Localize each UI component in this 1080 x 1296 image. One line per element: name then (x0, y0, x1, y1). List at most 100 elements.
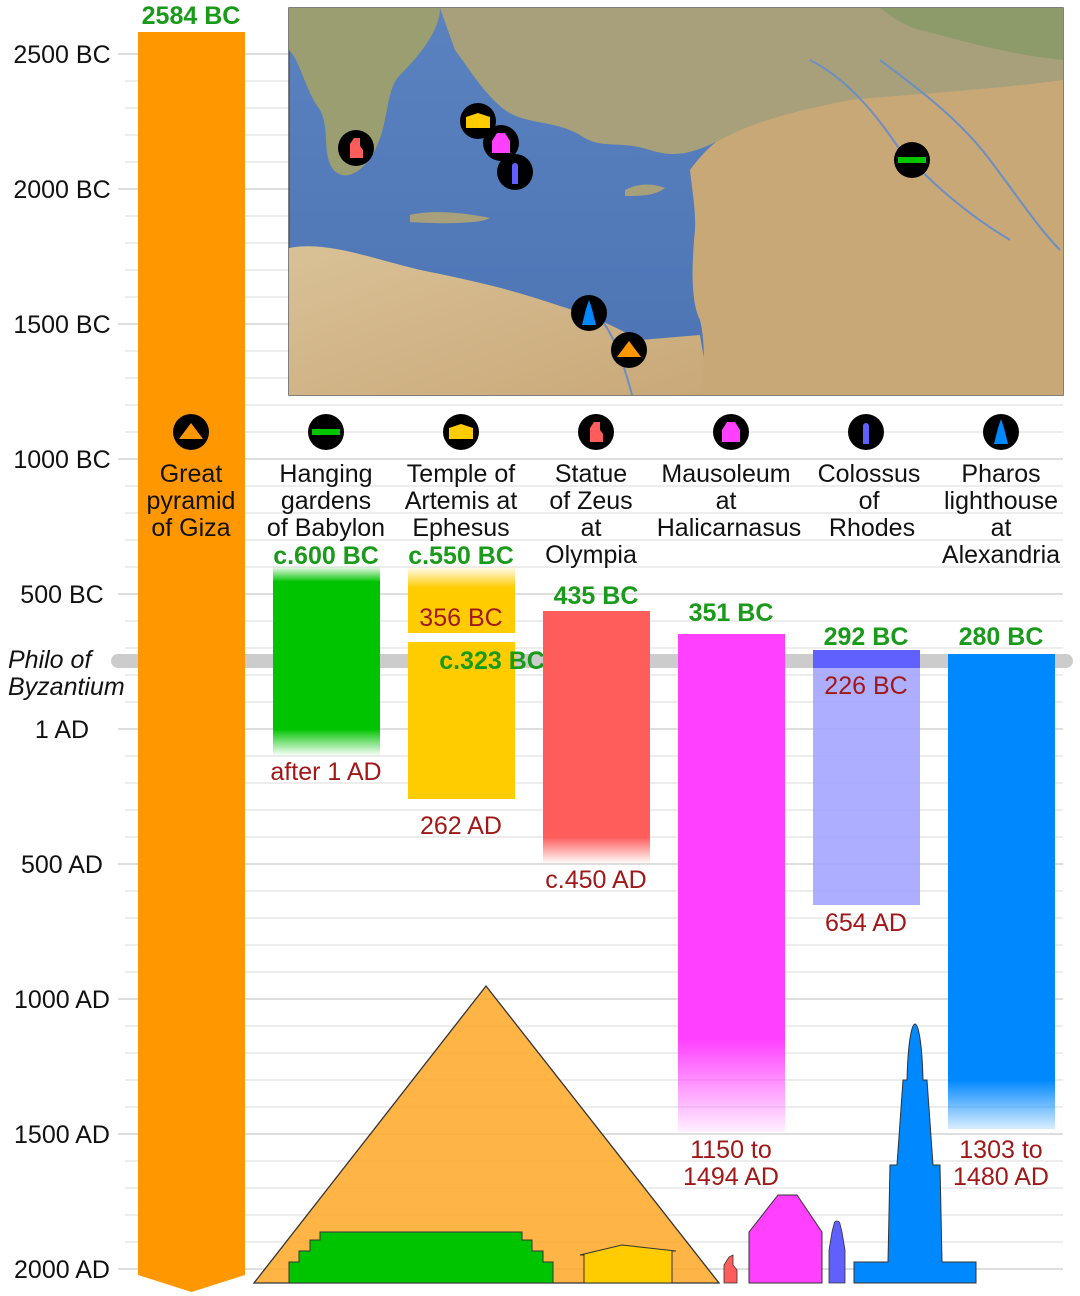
wonder-mausoleum: 351 BC 1150 to 1494 AD (678, 599, 785, 1191)
axis-label-1000ad: 1000 AD (14, 986, 110, 1014)
philo-label-line2: Byzantium (8, 673, 125, 701)
axis-label-2000bc: 2000 BC (13, 176, 110, 204)
colossus-name-line1: Colossus (818, 460, 921, 488)
zeus-bar (543, 611, 650, 838)
mausoleum-bar (678, 634, 785, 1040)
lighthouse-silhouette (853, 1023, 977, 1284)
gardens-name-line1: Hanging (279, 460, 372, 488)
colossus-silhouette (828, 1220, 846, 1284)
map-marker-gardens-icon (894, 142, 930, 178)
time-axis: 2500 BC 2000 BC 1500 BC 1000 BC 500 BC 1… (8, 41, 125, 1284)
wonder-pharos: 280 BC 1303 to 1480 AD (948, 623, 1055, 1191)
mausoleum-name-line3: Halicarnasus (657, 514, 802, 542)
artemis-bar-second (408, 642, 515, 799)
pharos-name-line3: at (991, 514, 1012, 542)
artemis-name-line1: Temple of (407, 460, 515, 488)
artemis-bar-first (408, 587, 515, 633)
wonder-zeus: 435 BC c.450 AD (543, 582, 650, 894)
axis-label-500ad: 500 AD (21, 851, 103, 879)
pyramid-icon (173, 414, 209, 450)
zeus-name-line2: of Zeus (549, 487, 632, 515)
gardens-start-label: c.600 BC (273, 542, 379, 570)
lighthouse-icon (983, 414, 1019, 450)
axis-label-1500ad: 1500 AD (14, 1121, 110, 1149)
wonder-icons-row (173, 414, 1019, 450)
zeus-bar-fade-bottom (543, 837, 650, 864)
map-marker-lighthouse-icon (571, 295, 607, 331)
artemis-rebuilt-label: c.323 BC (439, 647, 545, 675)
artemis-end-label: 262 AD (420, 812, 502, 840)
colossus-destroyed-label: 226 BC (824, 672, 907, 700)
hanging-gardens-silhouette (288, 1231, 554, 1284)
zeus-end-label: c.450 AD (545, 866, 646, 894)
axis-label-2000ad: 2000 AD (14, 1256, 110, 1284)
mausoleum-name-line1: Mausoleum (661, 460, 790, 488)
pyramid-name-line3: of Giza (151, 514, 230, 542)
map-marker-zeus-icon (338, 130, 374, 166)
gardens-end-label: after 1 AD (270, 758, 381, 786)
map-marker-colossus-icon (497, 154, 533, 190)
temple-icon (443, 414, 479, 450)
colossus-start-label: 292 BC (824, 623, 909, 651)
wonder-artemis: c.550 BC 356 BC c.323 BC 262 AD (408, 542, 545, 840)
zeus-name-line1: Statue (555, 460, 627, 488)
colossus-bar-top (813, 650, 920, 668)
hanging-gardens-icon (308, 414, 344, 450)
colossus-name-line3: Rhodes (829, 514, 915, 542)
axis-label-500bc: 500 BC (20, 581, 103, 609)
pharos-bar-fade-bottom (948, 1080, 1055, 1129)
colossus-end-label: 654 AD (825, 909, 907, 937)
wonder-names: Great pyramid of Giza Hanging gardens of… (147, 460, 1061, 569)
wonder-gardens: c.600 BC after 1 AD (270, 542, 381, 786)
mediterranean-map (288, 7, 1064, 396)
mausoleum-icon (713, 414, 749, 450)
gardens-bar (273, 581, 380, 730)
size-comparison-silhouettes (252, 984, 977, 1284)
mausoleum-end-line2: 1494 AD (683, 1163, 779, 1191)
pharos-name-line2: lighthouse (944, 487, 1058, 515)
mausoleum-name-line2: at (716, 487, 737, 515)
zeus-statue-icon (578, 414, 614, 450)
colossus-icon (848, 414, 884, 450)
mausoleum-start-label: 351 BC (689, 599, 774, 627)
map-marker-temple-icon (460, 103, 496, 139)
artemis-bar-fade-top (408, 566, 515, 588)
wonder-colossus: 292 BC 226 BC 654 AD (813, 623, 920, 937)
pyramid-name-line2: pyramid (147, 487, 236, 515)
pyramid-bar (138, 32, 245, 1292)
pyramid-name-line1: Great (160, 460, 223, 488)
axis-label-2500bc: 2500 BC (13, 41, 110, 69)
pharos-name-line4: Alexandria (942, 541, 1060, 569)
axis-label-1500bc: 1500 BC (13, 311, 110, 339)
zeus-statue-silhouette (723, 1254, 738, 1284)
gardens-name-line3: of Babylon (267, 514, 385, 542)
axis-label-1000bc: 1000 BC (13, 446, 110, 474)
pharos-end-line2: 1480 AD (953, 1163, 1049, 1191)
artemis-name-line2: Artemis at (405, 487, 518, 515)
colossus-bar (813, 668, 920, 905)
map-marker-mausoleum-icon (483, 125, 519, 161)
map-marker-pyramid-icon (611, 332, 647, 368)
artemis-start-label: c.550 BC (408, 542, 514, 570)
pyramid-start-label: 2584 BC (142, 2, 241, 30)
artemis-name-line3: Ephesus (412, 514, 509, 542)
pharos-start-label: 280 BC (959, 623, 1044, 651)
zeus-name-line4: Olympia (545, 541, 637, 569)
zeus-start-label: 435 BC (554, 582, 639, 610)
gardens-name-line2: gardens (281, 487, 371, 515)
mausoleum-end-line1: 1150 to (690, 1136, 772, 1164)
mausoleum-bar-fade-bottom (678, 1039, 785, 1132)
temple-silhouette (579, 1244, 677, 1284)
gardens-bar-fade-top (273, 566, 380, 582)
philo-label-line1: Philo of (8, 646, 94, 674)
axis-label-1ad: 1 AD (35, 716, 89, 744)
pharos-bar (948, 654, 1055, 1081)
colossus-name-line2: of (859, 487, 880, 515)
zeus-name-line3: at (581, 514, 602, 542)
artemis-destroyed-label: 356 BC (419, 604, 502, 632)
pharos-name-line1: Pharos (961, 460, 1040, 488)
pharos-end-line1: 1303 to (959, 1136, 1042, 1164)
wonder-pyramid: 2584 BC (138, 2, 245, 1292)
gardens-bar-fade-bottom (273, 729, 380, 756)
